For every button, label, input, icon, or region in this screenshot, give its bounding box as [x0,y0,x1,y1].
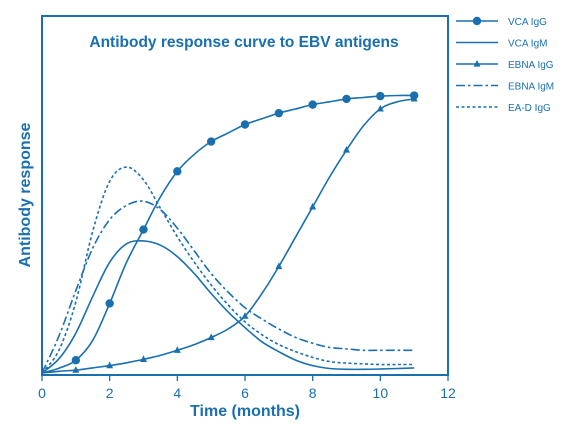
y-axis-label: Antibody response [17,122,34,267]
series-ebna-igg [41,94,418,374]
chart-title: Antibody response curve to EBV antigens [89,34,398,51]
data-point-ebna-igg [72,366,80,373]
x-tick-label: 0 [38,385,46,401]
data-point-vca-igg [71,356,81,365]
legend-label: EBNA IgG [508,60,554,71]
data-point-vca-igg [342,94,351,104]
series-line-ea-d-igg [41,166,415,374]
legend-label: VCA IgM [508,39,547,50]
legend-item-ebna-igm: EBNA IgM [456,82,554,93]
legend-label: VCA IgG [508,17,547,28]
x-tick-label: 10 [373,385,389,401]
x-tick-label: 8 [309,385,317,401]
series-layer [41,91,419,374]
series-vca-igm [41,239,415,374]
data-point-ebna-igg [241,312,249,319]
legend-item-ebna-igg: EBNA IgG [456,60,554,71]
x-tick-label: 4 [173,385,181,401]
series-line-vca-igm [41,239,415,374]
x-axis-ticks: 0 2 4 6 8 10 12 [38,375,456,401]
data-point-ebna-igg [410,94,418,102]
data-point-ebna-igg [140,355,147,362]
data-point-ebna-igg [207,333,215,341]
x-tick-label: 2 [106,385,114,401]
legend-item-ea-d-igg: EA-D IgG [456,103,551,114]
series-line-ebna-igm [41,200,415,374]
data-point-ebna-igg [309,202,317,210]
data-point-ebna-igg [173,346,181,353]
legend-label: EBNA IgM [508,82,554,93]
legend: VCA IgG VCA IgM EBNA IgG EBNA IgM EA-D IgG [456,16,554,114]
data-point-vca-igg [376,91,385,101]
x-tick-label: 6 [241,385,249,401]
legend-label: EA-D IgG [508,103,551,114]
data-point-ebna-igg [106,361,114,369]
legend-item-vca-igm: VCA IgM [456,39,547,50]
series-line-vca-igg [41,94,415,374]
x-axis-label: Time (months) [190,403,300,420]
data-point-vca-igg [105,299,114,308]
data-point-ebna-igg [275,262,283,270]
series-ea-d-igg [41,166,415,374]
series-ebna-igm [41,200,415,374]
legend-item-vca-igg: VCA IgG [456,16,547,28]
x-tick-label: 12 [440,385,456,401]
data-point-ebna-igg [376,104,384,112]
data-point-vca-igg [240,120,250,129]
series-line-ebna-igg [41,98,415,374]
data-point-vca-igg [173,167,182,176]
legend-marker [472,16,482,26]
data-point-vca-igg [308,100,317,109]
data-point-vca-igg [139,225,148,234]
legend-marker [473,60,481,67]
data-point-vca-igg [206,137,216,146]
data-point-ebna-igg [343,146,350,153]
data-point-vca-igg [274,108,284,118]
series-vca-igg [41,91,419,374]
